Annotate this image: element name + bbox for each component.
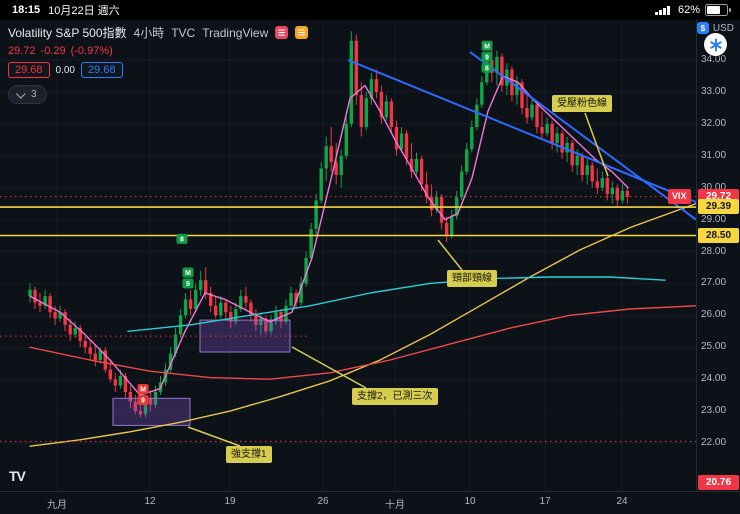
price-axis-label: 26.00 [701, 309, 727, 321]
svg-text:9: 9 [485, 54, 489, 61]
time-axis-label: 九月 [47, 500, 67, 511]
status-date: 10月22日 週六 [48, 5, 120, 17]
interval-label[interactable]: 4小時 [133, 26, 165, 40]
chevron-down-icon [15, 88, 26, 99]
battery-icon [705, 4, 731, 16]
time-axis-label: 24 [616, 496, 628, 507]
price-axis-badge: 29.39 [698, 199, 739, 215]
star-icon [709, 38, 722, 51]
time-axis-label: 10 [464, 496, 476, 507]
tradingview-attribution: TradingView [202, 25, 269, 40]
price-axis-label: 34.00 [701, 54, 727, 65]
price-axis-label: 22.00 [701, 437, 727, 448]
annotation-label[interactable]: 強支撐1 [226, 446, 272, 463]
svg-text:M: M [484, 43, 490, 50]
price-axis-label: 23.00 [701, 405, 727, 417]
price-axis[interactable]: 34.00 33.00 32.00 31.00 30.00 29.00 28.00 27.00… [696, 20, 740, 492]
price-axis-badge: 20.76 [698, 474, 739, 490]
svg-text:M: M [185, 270, 191, 277]
time-axis-label: 17 [539, 496, 551, 507]
price-change-percent: (-0.97%) [70, 45, 113, 57]
price-axis-label: 32.00 [701, 117, 727, 129]
symbol-title[interactable]: Volatility S&P 500指數 [8, 26, 127, 40]
time-axis-label: 十月 [385, 500, 405, 511]
alerts-icon[interactable] [295, 26, 309, 39]
svg-text:8: 8 [485, 65, 489, 72]
indicators-collapse-button[interactable]: 3 [8, 85, 47, 104]
price-axis-label: 27.00 [701, 277, 727, 289]
spread-value: 0.00 [55, 64, 75, 76]
price-axis-badge: 28.50 [698, 227, 739, 243]
battery-percentage: 62% [677, 4, 700, 16]
price-axis-label: 31.00 [701, 149, 727, 161]
exchange-label: TVC [171, 25, 196, 40]
signal-icon [655, 5, 670, 15]
time-axis-label: 26 [317, 496, 329, 507]
annotation-label[interactable]: 頸部頸線 [447, 270, 497, 287]
currency-label: USD [712, 22, 734, 34]
annotation-label[interactable]: 受壓粉色線 [552, 95, 612, 112]
price-change: -0.29 [40, 45, 66, 57]
status-bar: 18:15 10月22日 週六 62% [0, 0, 740, 20]
price-axis-label: 28.00 [701, 245, 727, 257]
indicators-count: 3 [31, 89, 37, 100]
svg-text:9: 9 [186, 281, 190, 288]
last-price: 29.72 [8, 45, 36, 57]
ideas-icon[interactable] [275, 26, 289, 39]
price-axis-label: 30.00 [701, 181, 727, 193]
time-axis[interactable]: 九月 12 19 26 十月 10 17 24 [0, 491, 740, 514]
svg-text:M: M [140, 387, 146, 394]
annotation-label[interactable]: 支撐2，已測三次 [352, 388, 438, 405]
time-axis-label: 19 [224, 496, 236, 507]
status-time: 18:15 [12, 4, 41, 16]
currency-flag-icon: $ [696, 22, 709, 34]
sell-price-button[interactable]: 29.68 [8, 62, 50, 78]
chart-header: Volatility S&P 500指數 4小時 TVC TradingView… [8, 24, 309, 104]
price-axis-label: 33.00 [701, 85, 727, 97]
price-axis-label: 24.00 [701, 373, 727, 385]
svg-text:8: 8 [180, 236, 184, 243]
tradingview-watermark-logo[interactable]: TV [9, 468, 26, 484]
currency-chip[interactable]: $ USD [696, 22, 734, 34]
time-axis-label: 12 [144, 496, 156, 507]
price-axis-label: 29.00 [701, 213, 727, 225]
price-axis-label: 25.00 [701, 341, 727, 353]
svg-text:9: 9 [141, 398, 145, 405]
floating-action-button[interactable] [704, 33, 727, 56]
buy-price-button[interactable]: 29.68 [81, 62, 123, 78]
